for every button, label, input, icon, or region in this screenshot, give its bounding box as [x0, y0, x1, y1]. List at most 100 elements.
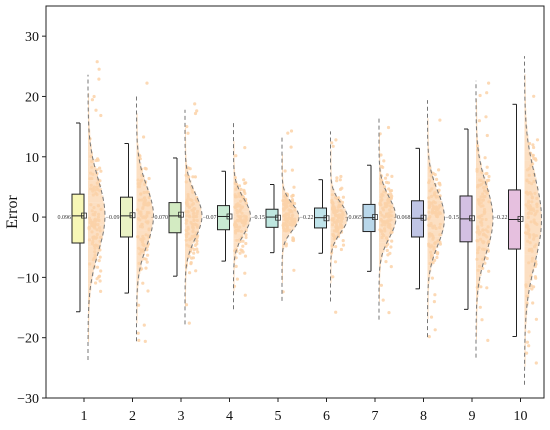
- density-bar: [185, 206, 202, 212]
- density-bar: [330, 279, 332, 284]
- box-group-3: −0.070: [151, 102, 203, 325]
- density-bar: [185, 190, 196, 197]
- density-bar: [88, 217, 105, 225]
- density-bar: [185, 295, 186, 302]
- density-bar: [136, 113, 138, 120]
- data-point: [243, 181, 247, 185]
- density-bar: [88, 275, 93, 284]
- data-point: [194, 269, 198, 273]
- density-bar: [476, 197, 491, 206]
- data-point: [379, 283, 383, 287]
- density-bar: [185, 274, 187, 281]
- density-bar: [476, 268, 482, 276]
- density-bar: [185, 227, 199, 233]
- x-tick-label: 2: [129, 409, 136, 424]
- density-bar: [330, 212, 348, 217]
- density-bar: [476, 98, 477, 106]
- mean-marker: [226, 213, 233, 220]
- density-bar: [330, 259, 332, 264]
- density-bar: [233, 180, 238, 186]
- data-point: [195, 109, 199, 113]
- data-point: [193, 243, 197, 247]
- box: [411, 200, 424, 238]
- density-bar: [524, 125, 528, 135]
- data-point: [335, 179, 339, 183]
- data-point: [185, 125, 189, 129]
- data-point: [479, 285, 483, 289]
- density-bar: [233, 198, 246, 203]
- data-point: [483, 261, 487, 265]
- density-bar: [136, 249, 145, 256]
- box-group-10: −0.22: [494, 56, 543, 385]
- data-point: [531, 143, 535, 147]
- density-bar: [330, 236, 338, 241]
- density-bar: [185, 211, 202, 218]
- density-bar: [476, 233, 491, 241]
- density-bar: [379, 232, 391, 238]
- mean-marker: [372, 214, 378, 220]
- density-bar: [476, 127, 478, 135]
- data-point: [289, 129, 294, 133]
- data-point: [97, 275, 101, 279]
- data-point: [241, 244, 245, 248]
- mean-marker: [517, 215, 524, 222]
- box: [71, 193, 85, 244]
- density-bar: [476, 162, 482, 170]
- density-bar: [282, 177, 284, 181]
- density-bar: [524, 340, 526, 350]
- data-point: [532, 285, 536, 289]
- data-point: [90, 98, 94, 102]
- box: [217, 205, 230, 231]
- data-point: [137, 338, 141, 342]
- density-bar: [88, 136, 91, 145]
- density-bar: [88, 210, 105, 218]
- density-bar: [330, 240, 336, 245]
- density-bar: [233, 167, 235, 172]
- density-bar: [427, 271, 431, 278]
- density-bar: [476, 282, 480, 290]
- data-point: [136, 331, 140, 335]
- density-bar: [379, 169, 382, 175]
- data-point: [192, 251, 196, 255]
- density-bar: [427, 212, 445, 219]
- density-bar: [88, 246, 100, 254]
- data-point: [525, 351, 529, 355]
- density-bar: [379, 218, 396, 224]
- data-point: [429, 315, 434, 319]
- data-point: [144, 266, 148, 270]
- density-bar: [524, 272, 533, 281]
- density-bar: [88, 224, 105, 233]
- x-tick-label: 3: [178, 409, 185, 424]
- data-point: [339, 247, 343, 252]
- data-point: [389, 245, 393, 249]
- density-bar: [233, 154, 235, 159]
- density-bar: [427, 218, 445, 225]
- data-point: [485, 178, 489, 183]
- data-point: [484, 172, 488, 176]
- mean-label: −0.22: [300, 215, 314, 221]
- data-point: [292, 268, 296, 272]
- data-point: [234, 264, 238, 268]
- box-group-1: 0.096: [58, 60, 106, 360]
- data-point: [187, 321, 191, 325]
- density-bar: [379, 149, 381, 155]
- y-tick-label: 10: [25, 151, 39, 166]
- data-point: [291, 238, 296, 243]
- data-point: [243, 254, 248, 258]
- density-bar: [136, 261, 142, 268]
- mean-label: −0.22: [494, 215, 508, 221]
- data-point: [386, 125, 391, 130]
- data-point: [480, 318, 484, 322]
- density-bar: [330, 177, 332, 181]
- density-bar: [185, 238, 195, 244]
- density-bar: [282, 203, 294, 208]
- density-bar: [282, 222, 297, 227]
- data-point: [244, 241, 248, 246]
- data-point: [289, 145, 293, 149]
- y-axis-title: Error: [4, 194, 21, 228]
- density-bar: [136, 304, 138, 311]
- density-bar: [427, 259, 433, 266]
- box-group-9: −0.15: [445, 80, 494, 358]
- density-bar: [185, 196, 198, 202]
- density-bar: [427, 129, 429, 136]
